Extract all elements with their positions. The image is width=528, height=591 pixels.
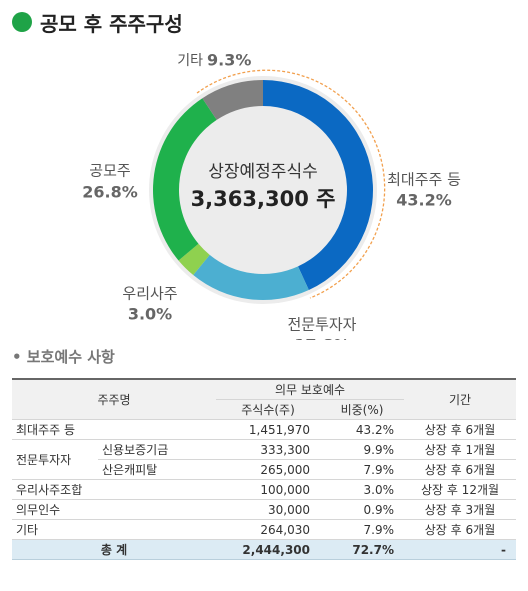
lockup-arc xyxy=(196,69,386,299)
cell: 상장 후 6개월 xyxy=(404,419,516,440)
slice-value: 17.8% xyxy=(294,336,350,341)
slice-value: 3.0% xyxy=(128,305,172,324)
cell: 9.9% xyxy=(320,439,404,460)
chart: 상장예정주식수 3,363,300 주 최대주주 등 43.2% 전문투자자 17.8… xyxy=(82,51,461,341)
cell: 2,444,300 xyxy=(216,539,320,560)
cell: 상장 후 6개월 xyxy=(404,519,516,540)
section-title: • 보호예수 사항 xyxy=(12,348,115,366)
cell: 265,000 xyxy=(216,459,320,480)
cell: - xyxy=(404,539,516,560)
cell: 0.9% xyxy=(320,499,404,520)
ring-shadow xyxy=(149,76,377,304)
cell: 전문투자자 xyxy=(12,439,98,480)
header-cell: 주주명 xyxy=(12,378,216,420)
cell: 3.0% xyxy=(320,479,404,500)
center-label: 상장예정주식수 xyxy=(208,162,317,182)
header-cell: 의무 보호예수 xyxy=(216,378,404,400)
slice-label: 전문투자자 xyxy=(287,316,356,334)
page-title: 공모 후 주주구성 xyxy=(40,12,183,36)
cell: 기타 xyxy=(12,519,216,540)
cell: 264,030 xyxy=(216,519,320,540)
header-cell: 주식수(주) xyxy=(216,399,320,420)
slice-label: 공모주 xyxy=(89,162,130,180)
cell: 산은캐피탈 xyxy=(98,459,216,480)
cell: 30,000 xyxy=(216,499,320,520)
title-icon xyxy=(12,12,32,32)
donut-slice xyxy=(153,98,217,261)
donut-slice xyxy=(202,80,263,120)
cell: 72.7% xyxy=(320,539,404,560)
cell: 상장 후 1개월 xyxy=(404,439,516,460)
cell: 7.9% xyxy=(320,459,404,480)
donut-slice xyxy=(193,254,309,300)
cell: 의무인수 xyxy=(12,499,216,520)
cell: 우리사주조합 xyxy=(12,479,216,500)
slice-value: 26.8% xyxy=(82,183,138,202)
cell: 상장 후 6개월 xyxy=(404,459,516,480)
slice-value: 9.3% xyxy=(207,51,251,70)
slice-label: 최대주주 등 xyxy=(387,171,461,189)
donut-slice xyxy=(178,243,210,276)
cell: 상장 후 12개월 xyxy=(404,479,516,500)
slice-value: 43.2% xyxy=(396,191,452,210)
cell: 상장 후 3개월 xyxy=(404,499,516,520)
cell: 43.2% xyxy=(320,419,404,440)
lockup-table: 주주명 의무 보호예수 기간 주식수(주) 비중(%) 최대주주 등 1,451,… xyxy=(12,378,516,560)
cell: 최대주주 등 xyxy=(12,419,216,440)
header-cell: 비중(%) xyxy=(320,399,404,420)
cell: 신용보증기금 xyxy=(98,439,216,460)
cell: 100,000 xyxy=(216,479,320,500)
slice-label: 우리사주 xyxy=(122,285,177,303)
cell: 1,451,970 xyxy=(216,419,320,440)
header-cell: 기간 xyxy=(404,378,516,420)
cell: 총 계 xyxy=(12,539,216,560)
slice-label: 기타 xyxy=(177,53,203,69)
donut-slice xyxy=(263,80,373,290)
cell: 7.9% xyxy=(320,519,404,540)
center-value: 3,363,300 주 xyxy=(191,187,336,211)
cell: 333,300 xyxy=(216,439,320,460)
